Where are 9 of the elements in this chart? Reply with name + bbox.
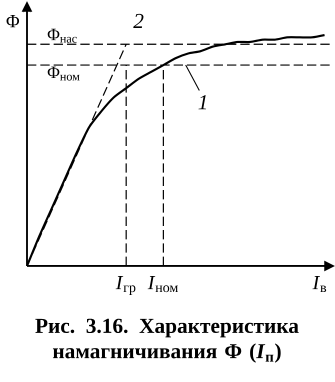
ref-line-label: Φ$_{нас}$ <box>48 28 77 43</box>
x-tick-label: I$_{гр}$ <box>116 276 136 295</box>
x-tick-label: I$_{ном}$ <box>148 276 178 292</box>
ref-line-label: Φ$_{ном}$ <box>48 66 80 81</box>
y-axis-title: Φ <box>6 15 20 28</box>
text: 2 <box>133 14 144 28</box>
text: Рис. 3.16. Характеристика намагничивания Φ (I$_{п}$) <box>35 318 299 363</box>
x-axis-title: I$_{в}$ <box>312 276 326 292</box>
annotation: 1 <box>198 95 206 110</box>
